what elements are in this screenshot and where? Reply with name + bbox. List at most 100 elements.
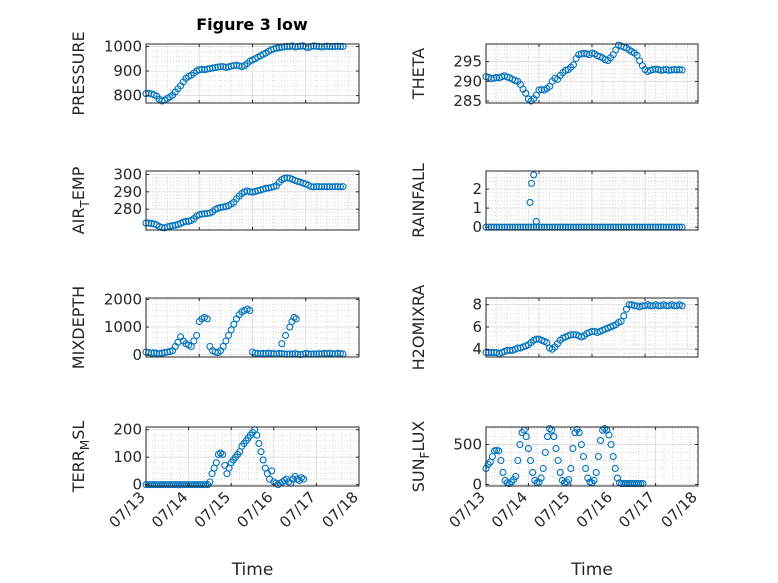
data-point xyxy=(315,183,323,191)
data-point xyxy=(535,478,543,486)
data-point xyxy=(296,42,304,50)
data-point xyxy=(264,349,273,357)
data-point xyxy=(253,431,261,439)
data-point xyxy=(336,183,344,191)
data-point xyxy=(505,480,513,488)
data-series xyxy=(482,41,686,105)
data-point xyxy=(339,183,347,191)
y-tick-label: 4 xyxy=(472,340,482,358)
y-tick-label: 0 xyxy=(132,476,142,494)
y-axis-label: SUNFLUX xyxy=(409,421,432,493)
data-point xyxy=(275,44,283,52)
data-point xyxy=(147,349,155,357)
data-point xyxy=(569,444,577,453)
data-point xyxy=(596,436,605,445)
y-tick-label: 0 xyxy=(132,346,142,364)
data-point xyxy=(214,63,222,71)
data-point xyxy=(281,331,290,339)
subplot-1: 800 900 1000 PRESSURE xyxy=(69,31,360,116)
data-point xyxy=(577,50,585,58)
data-point xyxy=(535,86,543,94)
data-point xyxy=(567,331,575,339)
data-point xyxy=(222,337,230,345)
data-point xyxy=(639,480,647,488)
data-point xyxy=(514,456,522,465)
plot-area xyxy=(486,427,698,486)
data-point xyxy=(594,452,602,461)
data-point xyxy=(318,183,326,191)
data-point xyxy=(326,183,334,191)
data-point xyxy=(203,65,211,73)
data-point xyxy=(579,452,588,461)
data-point xyxy=(582,464,590,473)
data-point xyxy=(331,183,339,191)
data-point xyxy=(323,42,331,50)
data-point xyxy=(667,66,676,74)
data-point xyxy=(190,337,198,345)
data-point xyxy=(307,42,315,51)
data-point xyxy=(620,312,628,320)
data-point xyxy=(516,440,524,449)
data-point xyxy=(537,474,545,482)
data-point xyxy=(637,480,645,488)
y-tick-label: 8 xyxy=(472,296,482,314)
data-point xyxy=(575,429,583,437)
data-point xyxy=(278,340,286,348)
data-point xyxy=(219,450,227,458)
data-series xyxy=(142,305,347,359)
y-tick-label: 0 xyxy=(472,218,482,236)
y-axis-label: TERRMSL xyxy=(69,421,92,494)
y-tick-label: 285 xyxy=(453,92,482,110)
data-series xyxy=(482,301,686,358)
data-point xyxy=(567,464,575,473)
data-point xyxy=(633,51,641,59)
data-point xyxy=(577,440,585,449)
data-point xyxy=(601,425,609,433)
data-point xyxy=(550,433,558,441)
data-point xyxy=(590,476,598,484)
y-tick-label: 0 xyxy=(472,475,482,493)
y-tick-label: 100 xyxy=(113,448,142,466)
data-point xyxy=(227,62,235,70)
data-point xyxy=(310,42,318,50)
data-point xyxy=(334,42,342,50)
data-point xyxy=(182,217,190,225)
data-point xyxy=(670,66,678,74)
data-point xyxy=(336,42,344,51)
data-point xyxy=(526,456,535,465)
data-point xyxy=(286,42,294,51)
data-point xyxy=(611,464,619,473)
data-point xyxy=(283,42,291,51)
data-point xyxy=(257,448,265,456)
data-point xyxy=(649,66,657,74)
data-point xyxy=(267,349,275,357)
data-point xyxy=(609,452,617,461)
y-tick-label: 290 xyxy=(113,183,142,201)
data-point xyxy=(493,73,501,81)
data-point xyxy=(158,224,166,232)
y-axis-label: THETA xyxy=(409,48,428,100)
data-point xyxy=(251,349,259,357)
data-point xyxy=(539,464,547,473)
y-tick-label: 2000 xyxy=(104,290,142,308)
data-point xyxy=(678,66,686,74)
subplot-5: 0 1000 2000 MIXDEPTH xyxy=(69,286,360,369)
x-axis-label: Time xyxy=(231,560,274,580)
data-point xyxy=(300,475,308,483)
data-point xyxy=(310,183,318,191)
x-axis-label: Time xyxy=(570,560,613,580)
data-point xyxy=(678,302,686,310)
data-point xyxy=(206,478,214,486)
data-point xyxy=(487,348,495,357)
y-tick-label: 300 xyxy=(113,165,142,183)
subplot-4: 012 RAINFALL xyxy=(409,163,699,238)
y-tick-label: 290 xyxy=(453,72,482,90)
data-point xyxy=(529,468,537,477)
data-point xyxy=(331,42,339,51)
data-point xyxy=(334,183,342,191)
data-point xyxy=(224,331,233,339)
data-point xyxy=(320,42,328,51)
